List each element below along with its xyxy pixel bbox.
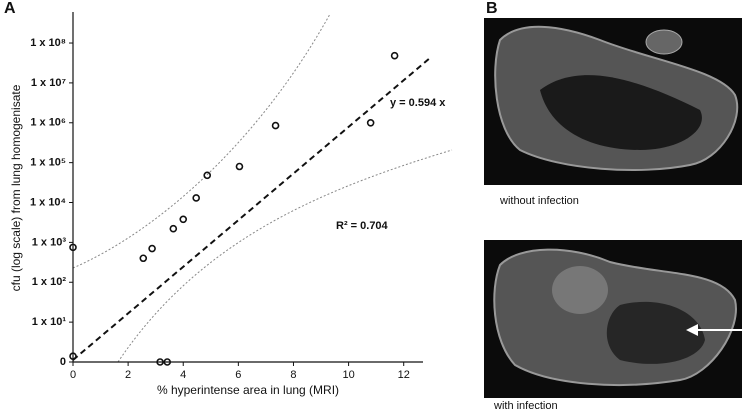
y-tick-label: 1 x 10⁶ bbox=[30, 117, 66, 129]
confidence-band bbox=[117, 149, 453, 363]
x-axis-title: % hyperintense area in lung (MRI) bbox=[157, 383, 339, 397]
x-tick-label: 12 bbox=[398, 369, 410, 381]
y-tick-label: 1 x 10⁷ bbox=[31, 77, 67, 89]
fit-line bbox=[72, 57, 431, 361]
mri-lung bbox=[540, 75, 702, 150]
y-tick-label: 1 x 10⁵ bbox=[30, 157, 66, 169]
data-point bbox=[235, 162, 244, 171]
mri-lung bbox=[606, 301, 705, 364]
arrow-head bbox=[686, 324, 698, 336]
x-tick-label: 10 bbox=[342, 369, 354, 381]
data-point bbox=[139, 254, 148, 263]
data-point bbox=[390, 51, 399, 60]
mri-arm bbox=[645, 29, 683, 55]
y-tick-label: 1 x 10¹ bbox=[32, 316, 67, 328]
caption: with infection bbox=[493, 400, 558, 411]
data-point bbox=[192, 194, 200, 202]
data-point bbox=[203, 171, 212, 180]
panel-label: B bbox=[486, 0, 498, 17]
x-tick-label: 0 bbox=[70, 369, 76, 381]
data-point bbox=[169, 224, 178, 233]
y-tick-label: 1 x 10⁴ bbox=[30, 196, 66, 208]
y-tick-label: 1 x 10² bbox=[32, 276, 67, 288]
data-point bbox=[156, 358, 164, 366]
data-point bbox=[179, 215, 188, 224]
data-point bbox=[69, 352, 77, 360]
data-point bbox=[69, 243, 77, 252]
data-point bbox=[148, 244, 156, 253]
x-tick-label: 4 bbox=[180, 369, 186, 381]
y-tick-label: 1 x 10³ bbox=[32, 236, 67, 248]
x-tick-label: 2 bbox=[125, 369, 131, 381]
x-tick-label: 8 bbox=[290, 369, 296, 381]
y-tick-label: 0 bbox=[60, 356, 66, 368]
annotation: y = 0.594 x bbox=[390, 97, 446, 109]
y-tick-label: 1 x 10⁸ bbox=[30, 37, 66, 49]
y-axis-title: cfu (log scale) from lung homogenisate bbox=[9, 84, 23, 291]
confidence-band bbox=[72, 13, 331, 269]
panel-label: A bbox=[4, 0, 16, 17]
caption: without infection bbox=[499, 195, 579, 207]
x-tick-label: 6 bbox=[235, 369, 241, 381]
annotation: R² = 0.704 bbox=[336, 220, 389, 232]
mri-heart bbox=[552, 266, 608, 314]
data-point bbox=[163, 358, 172, 366]
data-point bbox=[271, 121, 280, 130]
data-point bbox=[366, 118, 375, 127]
